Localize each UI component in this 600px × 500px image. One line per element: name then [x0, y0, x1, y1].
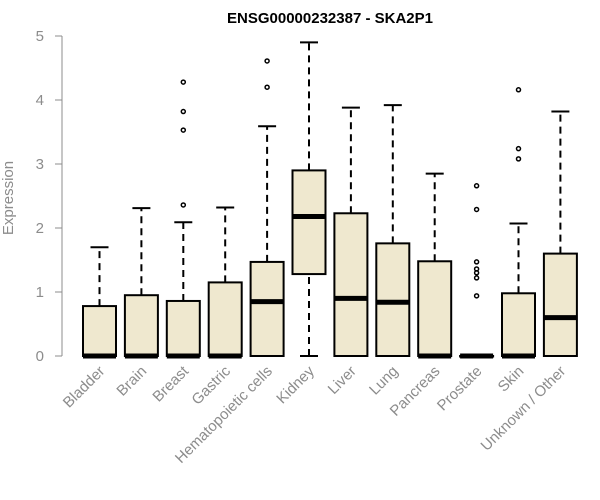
box-prostate	[459, 183, 495, 359]
y-tick-label: 3	[36, 156, 44, 173]
box-body	[82, 305, 117, 357]
y-tick-label: 4	[36, 92, 44, 109]
chart-title: ENSG00000232387 - SKA2P1	[227, 10, 433, 27]
outlier-point	[180, 79, 187, 85]
y-tick-label: 2	[36, 220, 44, 237]
y-tick-label: 0	[36, 348, 44, 365]
outlier-point	[473, 259, 480, 265]
outlier-point	[180, 127, 187, 133]
outlier-point	[473, 183, 480, 189]
y-tick-label: 5	[36, 28, 44, 45]
outlier-point	[473, 275, 480, 281]
outlier-point	[515, 87, 522, 93]
x-tick-label: Kidney	[273, 362, 318, 407]
box-hematopoietic-cells	[249, 58, 285, 358]
outlier-point	[180, 108, 187, 115]
x-tick-label: Liver	[325, 363, 360, 398]
box-body	[333, 212, 369, 357]
box-pancreas	[417, 172, 453, 359]
outlier-point	[473, 266, 480, 272]
box-lung	[375, 104, 411, 357]
box-body	[207, 281, 243, 357]
box-body	[123, 294, 159, 358]
outlier-point	[515, 156, 522, 162]
outlier-point	[473, 293, 480, 299]
box-kidney	[291, 41, 327, 357]
outlier-point	[473, 206, 480, 213]
x-tick-label: Prostate	[434, 363, 486, 415]
outlier-point	[264, 84, 270, 90]
x-tick-label: Bladder	[60, 363, 109, 412]
box-body	[291, 169, 327, 276]
box-bladder	[82, 246, 117, 359]
box-liver	[333, 106, 369, 357]
outlier-point	[180, 202, 187, 208]
box-skin	[501, 87, 536, 359]
x-tick-label: Brain	[113, 363, 150, 400]
box-body	[542, 252, 578, 358]
box-body	[165, 299, 201, 357]
box-unknown-other	[542, 110, 578, 358]
y-axis-ticks: 0 1 2 3 4 5	[36, 28, 62, 365]
boxes-group	[82, 41, 578, 359]
box-body	[417, 260, 453, 357]
y-tick-label: 1	[36, 284, 44, 301]
outlier-point	[264, 58, 270, 64]
box-gastric	[207, 206, 243, 359]
box-body	[375, 242, 411, 357]
x-tick-label: Skin	[495, 363, 528, 396]
outlier-point	[515, 145, 522, 152]
box-brain	[123, 207, 159, 359]
x-tick-label: Breast	[149, 362, 192, 405]
x-tick-label: Lung	[366, 363, 402, 399]
box-breast	[165, 79, 201, 359]
box-body	[501, 292, 536, 357]
box-body	[249, 260, 285, 358]
y-axis-label: Expression	[0, 161, 17, 235]
